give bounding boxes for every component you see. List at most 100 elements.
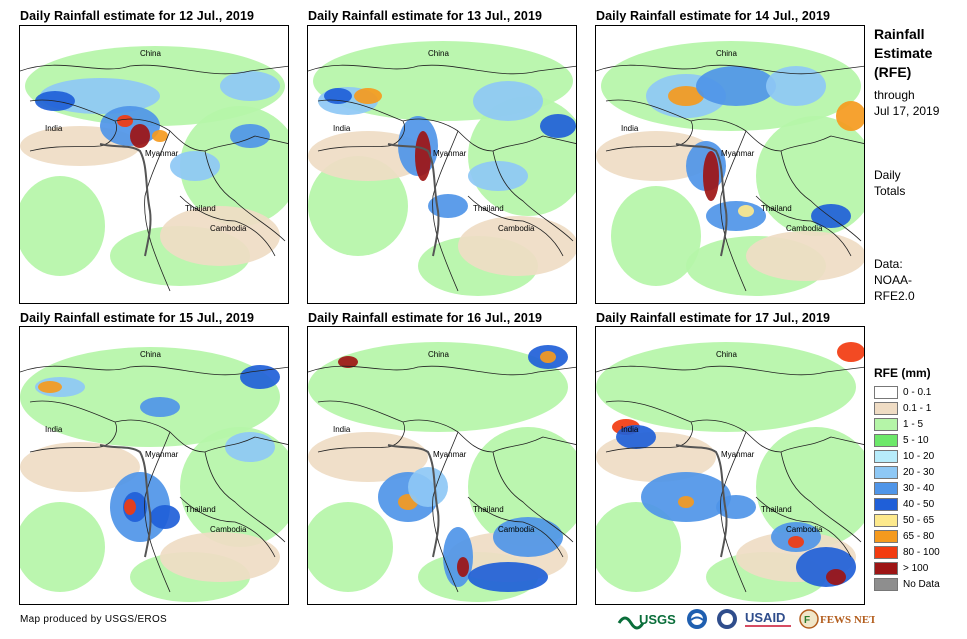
map-svg: China India Myanmar Thailand Cambodia xyxy=(596,327,864,604)
rainfall-cell xyxy=(468,427,576,547)
panel-title-3: Daily Rainfall estimate for 14 Jul., 201… xyxy=(596,9,831,23)
rainfall-field xyxy=(308,41,576,296)
legend-swatch xyxy=(874,433,898,447)
rainfall-field xyxy=(596,41,864,296)
rainfall-cell xyxy=(220,71,280,101)
rainfall-cell xyxy=(38,381,62,393)
legend-swatch xyxy=(874,545,898,559)
rainfall-cell xyxy=(596,502,681,592)
data-line2: NOAA- xyxy=(874,273,913,287)
rainfall-cell xyxy=(706,201,766,231)
totals-line1: Daily xyxy=(874,168,901,182)
map-label-cambodia: Cambodia xyxy=(498,525,535,534)
border-line xyxy=(467,195,564,257)
legend-swatch xyxy=(874,401,898,415)
rainfall-cell xyxy=(152,130,168,142)
rainfall-cell xyxy=(458,216,576,276)
map-label-india: India xyxy=(621,124,639,133)
legend-swatch xyxy=(874,481,898,495)
border-line xyxy=(144,130,171,292)
rainfall-map-1: China India Myanmar Thailand Cambodia xyxy=(19,25,289,304)
legend-label: 1 - 5 xyxy=(903,418,924,430)
border-line xyxy=(29,400,117,453)
data-line1: Data: xyxy=(874,257,903,271)
map-label-myanmar: Myanmar xyxy=(721,450,755,459)
rainfall-cell xyxy=(540,114,576,138)
rainfall-cell xyxy=(415,131,431,181)
border-line xyxy=(20,365,288,376)
border-line xyxy=(780,150,862,242)
border-line xyxy=(596,64,864,75)
rainfall-cell xyxy=(20,502,105,592)
coastline-nodata xyxy=(99,444,152,558)
totals-line2: Totals xyxy=(874,184,906,198)
legend-item: 40 - 50 xyxy=(874,496,940,512)
legend-label: > 100 xyxy=(903,562,929,574)
legend-label: 0 - 0.1 xyxy=(903,386,932,398)
rainfall-cell xyxy=(493,517,563,557)
legend-item: > 100 xyxy=(874,560,940,576)
map-label-india: India xyxy=(333,124,351,133)
legend-label: 10 - 20 xyxy=(903,450,935,462)
rainfall-cell xyxy=(160,532,280,582)
svg-text:USAID: USAID xyxy=(745,610,785,625)
border-line xyxy=(29,99,117,152)
through-label: through xyxy=(874,88,915,102)
panel-title-4: Daily Rainfall estimate for 15 Jul., 201… xyxy=(20,311,255,325)
legend-item: No Data xyxy=(874,576,940,592)
rainfall-cell xyxy=(468,562,548,592)
border-line xyxy=(432,130,459,292)
rainfall-cell xyxy=(428,194,468,218)
border-line xyxy=(492,150,574,242)
border-line xyxy=(317,400,405,453)
border-line xyxy=(144,431,171,593)
map-label-cambodia: Cambodia xyxy=(210,224,247,233)
rainfall-field xyxy=(596,342,864,602)
rainfall-cell xyxy=(308,156,408,256)
legend-label: 80 - 100 xyxy=(903,546,940,558)
map-svg: China India Myanmar Thailand Cambodia xyxy=(20,327,288,604)
totals-text: Daily Totals xyxy=(874,167,905,199)
legend-swatch xyxy=(874,385,898,399)
rainfall-cell xyxy=(746,231,864,281)
legend-label: 40 - 50 xyxy=(903,498,935,510)
border-line xyxy=(596,365,864,376)
rainfall-cell xyxy=(468,161,528,191)
map-label-myanmar: Myanmar xyxy=(145,450,179,459)
legend-item: 20 - 30 xyxy=(874,464,940,480)
map-label-china: China xyxy=(428,350,449,359)
data-source-text: Data: NOAA- RFE2.0 xyxy=(874,256,915,304)
map-label-thailand: Thailand xyxy=(473,505,504,514)
map-label-china: China xyxy=(428,49,449,58)
legend-title: RFE (mm) xyxy=(874,366,931,380)
map-svg: China India Myanmar Thailand Cambodia xyxy=(20,26,288,303)
rainfall-cell xyxy=(170,151,220,181)
through-text: through Jul 17, 2019 xyxy=(874,87,939,119)
rainfall-cell xyxy=(457,557,469,577)
rainfall-cell xyxy=(124,499,136,515)
map-label-china: China xyxy=(140,350,161,359)
legend-swatch xyxy=(874,513,898,527)
border-line xyxy=(179,496,276,558)
coastline-nodata xyxy=(387,444,440,558)
rainfall-field xyxy=(20,347,288,602)
border-line xyxy=(308,64,576,75)
border-line xyxy=(204,451,286,543)
rfe-title-line3: (RFE) xyxy=(874,64,912,80)
legend-label: 50 - 65 xyxy=(903,514,935,526)
coastline-nodata xyxy=(387,143,440,257)
map-label-myanmar: Myanmar xyxy=(145,149,179,158)
rainfall-map-2: China India Myanmar Thailand Cambodia xyxy=(307,25,577,304)
map-svg: China India Myanmar Thailand Cambodia xyxy=(308,26,576,303)
legend-item: 65 - 80 xyxy=(874,528,940,544)
border-line xyxy=(492,451,574,543)
map-label-myanmar: Myanmar xyxy=(433,450,467,459)
map-label-india: India xyxy=(45,124,63,133)
border-line xyxy=(204,150,286,242)
rainfall-cell xyxy=(308,432,428,482)
rainfall-cell xyxy=(696,66,776,106)
rainfall-cell xyxy=(678,496,694,508)
rainfall-cell xyxy=(100,106,160,146)
border-line xyxy=(720,130,747,292)
usaid-logo: USAID xyxy=(745,610,791,627)
